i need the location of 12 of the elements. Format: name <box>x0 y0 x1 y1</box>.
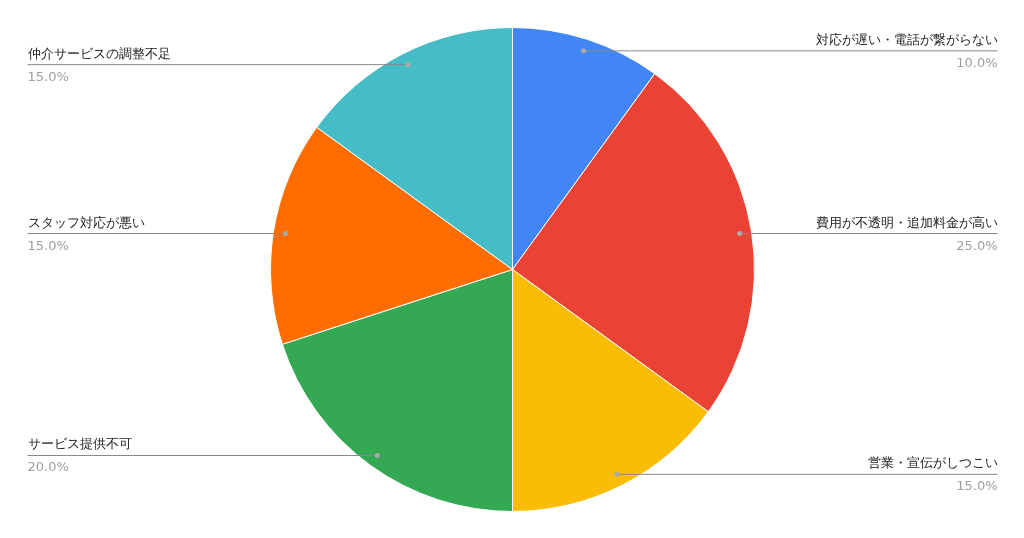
data-label: 20.0% <box>27 459 69 475</box>
slice-label: 営業・宣伝がしつこい <box>867 455 998 471</box>
data-label: 10.0% <box>956 54 998 70</box>
slice-label: 対応が遅い・電話が繋がらない <box>815 31 998 47</box>
slice-label: 仲介サービスの調整不足 <box>27 45 171 61</box>
slice-label: サービス提供不可 <box>27 436 132 452</box>
data-label: 25.0% <box>956 237 998 253</box>
slice-label: スタッフ対応が悪い <box>27 214 145 230</box>
data-label: 15.0% <box>27 237 69 253</box>
data-label: 15.0% <box>956 478 998 494</box>
slice-label: 費用が不透明・追加料金が高い <box>815 214 998 230</box>
data-label: 15.0% <box>27 68 69 84</box>
